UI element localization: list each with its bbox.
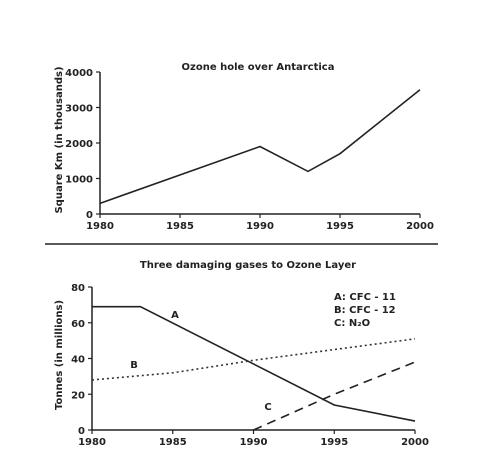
legend: A: CFC - 11 B: CFC - 12 C: N₂O: [334, 292, 396, 329]
y-tick-label: 2000: [65, 139, 93, 150]
y-tick-label: 0: [86, 210, 93, 221]
legend-entry: A: CFC - 11: [334, 292, 396, 303]
x-tick-label: 1990: [246, 221, 274, 232]
x-tick-label: 1990: [240, 437, 268, 448]
series-line: [99, 89, 421, 205]
series-group: [99, 89, 421, 205]
series-label: C: [264, 402, 271, 413]
x-tick-label: 1995: [326, 221, 354, 232]
x-tick-label: 2000: [401, 437, 429, 448]
legend-entry: C: N₂O: [334, 318, 370, 329]
y-tick-label: 1000: [65, 175, 93, 186]
series-label: B: [130, 360, 138, 371]
series-group: A B C: [91, 305, 416, 431]
x-tick-label: 1980: [86, 221, 114, 232]
y-tick-label: 20: [71, 390, 85, 401]
y-tick-label: 0: [78, 426, 85, 437]
legend-entry: B: CFC - 12: [334, 305, 396, 316]
series-line-b: [91, 338, 416, 381]
chart-title: Three damaging gases to Ozone Layer: [140, 260, 356, 271]
y-tick-label: 4000: [65, 68, 93, 79]
x-tick-label: 1985: [166, 221, 194, 232]
chart-title: Ozone hole over Antarctica: [182, 62, 335, 73]
y-axis-label: Square Km (in thousands): [54, 66, 65, 213]
chart-damaging-gases: Three damaging gases to Ozone Layer Tonn…: [54, 260, 429, 448]
y-ticks: 0 1000 2000 3000 4000: [65, 68, 100, 221]
series-label: A: [171, 310, 179, 321]
x-tick-label: 1980: [78, 437, 106, 448]
x-tick-label: 2000: [406, 221, 434, 232]
y-tick-label: 3000: [65, 104, 93, 115]
y-axis-label: Tonnes (in millions): [54, 300, 65, 410]
x-ticks: 1980 1985 1990 1995 2000: [78, 430, 429, 448]
series-line-a: [92, 305, 416, 422]
series-line-c: [253, 361, 416, 431]
y-tick-label: 80: [71, 283, 85, 294]
chart-ozone-hole: Ozone hole over Antarctica Square Km (in…: [54, 62, 434, 232]
x-ticks: 1980 1985 1990 1995 2000: [86, 214, 434, 232]
y-tick-label: 60: [71, 319, 85, 330]
x-tick-label: 1995: [320, 437, 348, 448]
y-ticks: 0 20 40 60 80: [71, 283, 92, 437]
x-tick-label: 1985: [159, 437, 187, 448]
y-tick-label: 40: [71, 355, 85, 366]
